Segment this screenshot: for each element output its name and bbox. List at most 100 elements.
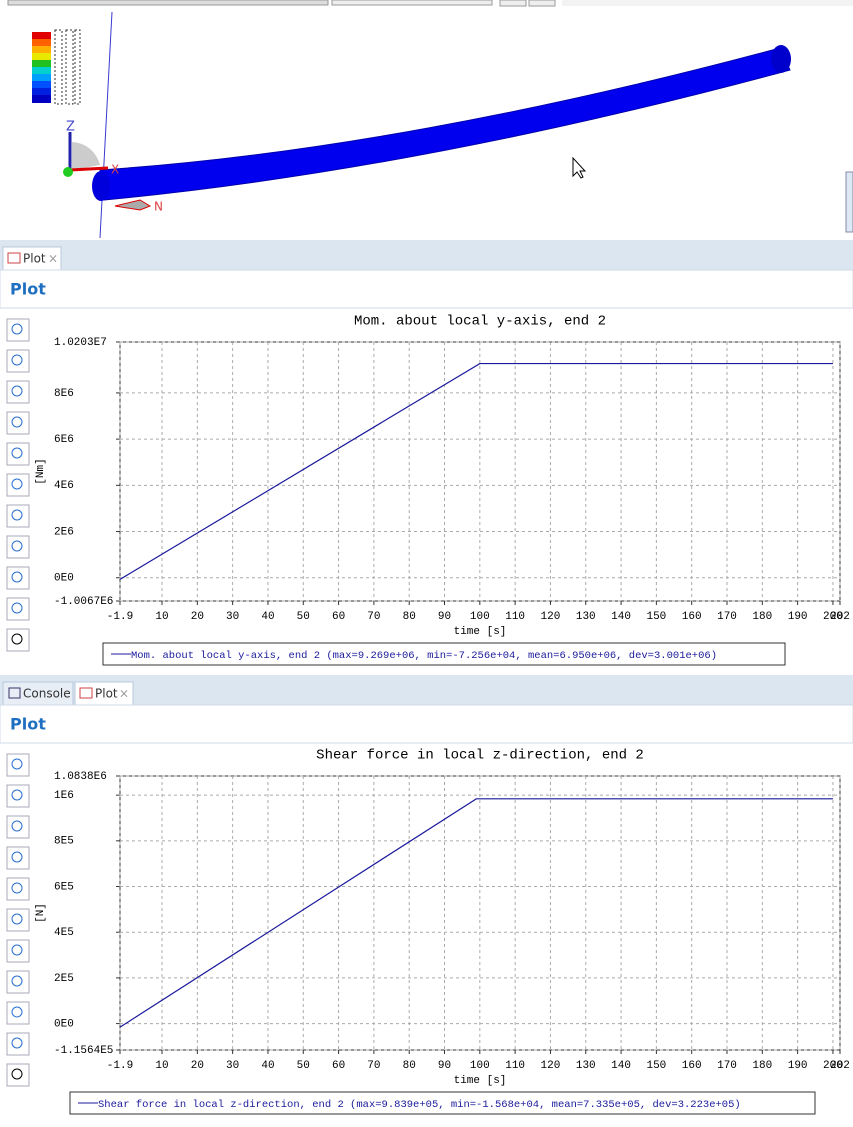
x-tick-label: 10	[155, 611, 168, 623]
tool-button[interactable]	[6, 628, 30, 652]
tool-button[interactable]	[6, 1001, 30, 1025]
tool-button[interactable]	[6, 1063, 30, 1087]
tool-button[interactable]	[6, 877, 30, 901]
legend-box	[69, 1091, 816, 1115]
tool-icon	[11, 354, 23, 366]
x-tick-label: 130	[576, 1060, 596, 1072]
toolbar-button[interactable]	[528, 0, 556, 7]
tool-button[interactable]	[6, 939, 30, 963]
x-tick-label: 10	[155, 1060, 168, 1072]
x-axis-label: time [s]	[454, 626, 507, 638]
x-tick-label: 80	[403, 611, 416, 623]
x-tick-label: 70	[367, 611, 380, 623]
tool-button[interactable]	[6, 380, 30, 404]
x-tick-label: 170	[717, 1060, 737, 1072]
tab-label[interactable]: Console	[23, 687, 71, 701]
x-tick-label: 110	[505, 1060, 525, 1072]
tool-button[interactable]	[6, 815, 30, 839]
tab-label[interactable]: Plot	[95, 687, 118, 701]
panel-title: Plot	[10, 280, 46, 299]
x-tick-label: 30	[226, 1060, 239, 1072]
y-tick-label: -1.1564E5	[54, 1045, 113, 1057]
tool-button[interactable]	[6, 535, 30, 559]
tool-icon	[11, 602, 23, 614]
tool-icon	[11, 1006, 23, 1018]
legend-box	[102, 642, 786, 666]
y-axis-label: [N]	[35, 903, 47, 923]
toolbar-button[interactable]	[499, 0, 527, 7]
x-tick-label: 180	[752, 1060, 772, 1072]
x-tick-label: -1.9	[107, 1060, 133, 1072]
tool-button[interactable]	[6, 442, 30, 466]
legend-label: Mom. about local y-axis, end 2 (max=9.26…	[131, 650, 717, 662]
tool-icon	[11, 851, 23, 863]
side-handle	[845, 171, 853, 233]
series-line	[119, 362, 833, 580]
panel-header	[0, 269, 853, 309]
tool-icon	[11, 1068, 23, 1080]
tool-icon	[11, 385, 23, 397]
tool-button[interactable]	[6, 753, 30, 777]
toolbar-field	[331, 0, 493, 6]
x-tick-label: -1.9	[107, 611, 133, 623]
tool-button[interactable]	[6, 411, 30, 435]
triad-arc	[72, 142, 100, 170]
x-axis-label: time [s]	[454, 1075, 507, 1087]
tab-bar	[0, 240, 853, 270]
y-tick-label: 2E6	[54, 526, 74, 538]
tool-button[interactable]	[6, 597, 30, 621]
x-tick-label: 150	[646, 1060, 666, 1072]
tab-close[interactable]: ×	[119, 687, 129, 701]
panel-header	[0, 704, 853, 744]
tool-button[interactable]	[6, 970, 30, 994]
y-tick-label: -1.0067E6	[54, 596, 113, 608]
tool-icon	[11, 975, 23, 987]
tool-button[interactable]	[6, 784, 30, 808]
tab-close[interactable]: ×	[48, 252, 58, 266]
x-tick-label: 30	[226, 611, 239, 623]
beam-end	[771, 45, 791, 73]
x-tick-label: 200	[823, 1060, 843, 1072]
x-tick-label: 40	[261, 611, 274, 623]
beam-end	[92, 171, 110, 201]
x-tick-label: 20	[191, 611, 204, 623]
tool-icon	[11, 571, 23, 583]
tool-button[interactable]	[6, 318, 30, 342]
tool-button[interactable]	[6, 908, 30, 932]
legend-label: Shear force in local z-direction, end 2 …	[98, 1099, 741, 1111]
x-tick-label: 120	[541, 1060, 561, 1072]
x-tick-label: 50	[297, 611, 310, 623]
x-tick-label: 130	[576, 611, 596, 623]
x-tick-label: 160	[682, 611, 702, 623]
tool-button[interactable]	[6, 1032, 30, 1056]
tab-label[interactable]: Plot	[23, 252, 46, 266]
tool-button[interactable]	[6, 349, 30, 373]
tool-icon	[11, 789, 23, 801]
tool-icon	[11, 416, 23, 428]
x-tick-label: 80	[403, 1060, 416, 1072]
tool-button[interactable]	[6, 846, 30, 870]
x-tick-label: 20	[191, 1060, 204, 1072]
tool-button[interactable]	[6, 566, 30, 590]
beam	[99, 47, 791, 201]
x-tick-label: 60	[332, 1060, 345, 1072]
toolbar-field	[7, 0, 329, 6]
y-tick-label: 1E6	[54, 790, 74, 802]
x-tick-label: 170	[717, 611, 737, 623]
x-tick-label: 190	[788, 1060, 808, 1072]
tool-icon	[11, 509, 23, 521]
tool-icon	[11, 323, 23, 335]
tool-icon	[11, 882, 23, 894]
y-tick-label: 4E5	[54, 927, 74, 939]
axis-x: X	[111, 163, 119, 177]
panel-title: Plot	[10, 715, 46, 734]
tool-icon	[11, 633, 23, 645]
tab-icon	[79, 687, 93, 699]
toolbar-area	[562, 0, 853, 6]
tool-icon	[11, 820, 23, 832]
tool-button[interactable]	[6, 473, 30, 497]
tool-button[interactable]	[6, 504, 30, 528]
x-tick-label: 160	[682, 1060, 702, 1072]
y-tick-label: 2E5	[54, 973, 74, 985]
